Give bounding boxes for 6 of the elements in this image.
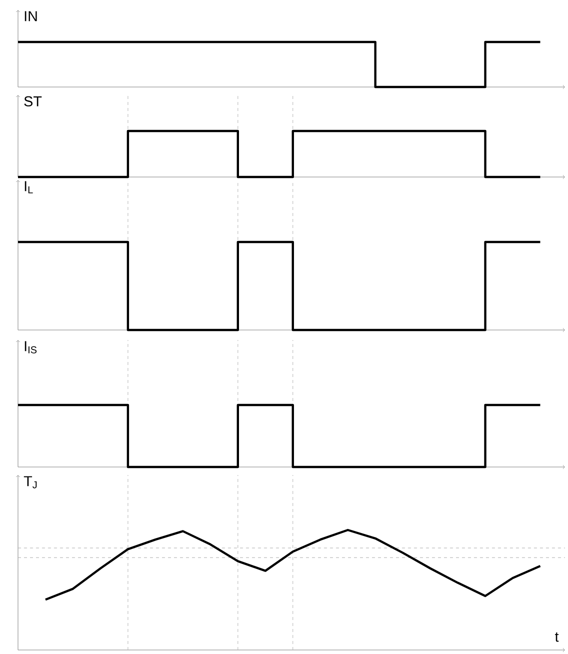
y-axis-title: ST	[24, 96, 42, 106]
y-axis-title: I$_{IS}$	[24, 341, 37, 354]
y-axis-title: T$_{J}$	[24, 476, 37, 488]
x-axis-title: t	[555, 632, 559, 642]
y-axis-title: IN	[24, 11, 37, 22]
y-axis-title: I$_{L}$	[24, 181, 33, 194]
